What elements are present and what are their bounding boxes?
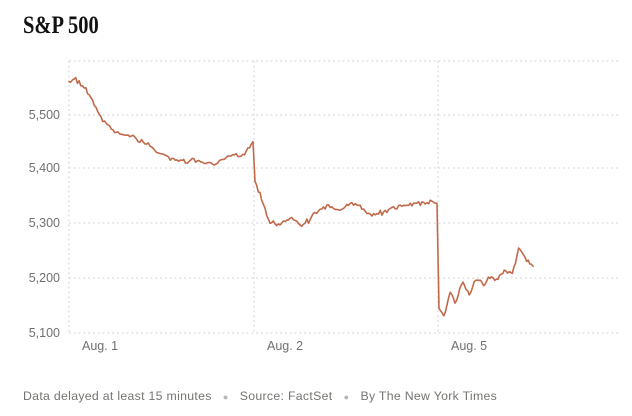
svg-text:5,300: 5,300 xyxy=(29,216,60,230)
svg-text:5,400: 5,400 xyxy=(29,161,60,175)
svg-text:Aug. 5: Aug. 5 xyxy=(451,339,487,353)
svg-text:5,100: 5,100 xyxy=(29,326,60,340)
svg-text:5,200: 5,200 xyxy=(29,271,60,285)
svg-text:Aug. 1: Aug. 1 xyxy=(82,339,118,353)
svg-text:5,500: 5,500 xyxy=(29,108,60,122)
svg-text:Aug. 2: Aug. 2 xyxy=(267,339,303,353)
